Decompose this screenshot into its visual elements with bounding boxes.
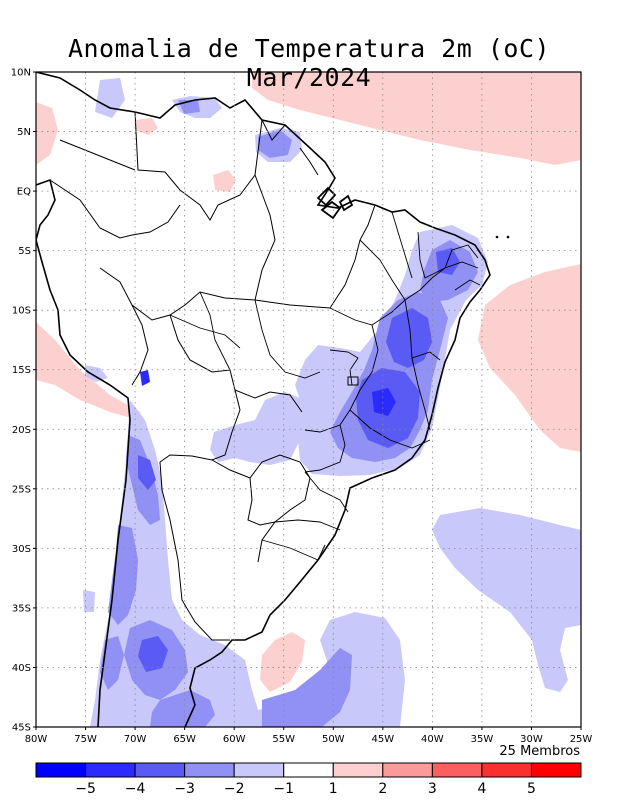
federal-district: [347, 376, 359, 386]
legend-bin: [332, 762, 384, 778]
lon-tick-label: 70W: [124, 734, 147, 745]
map-title: Anomalia de Temperatura 2m (oC) Mar/2024: [67, 34, 551, 92]
cool-anomaly-south-atlantic-east: [432, 508, 581, 692]
legend-bin: [85, 762, 136, 778]
lat-tick-label: 5S: [18, 246, 31, 257]
legend-bin: [184, 762, 235, 778]
legend-bin: [283, 762, 334, 778]
legend-bin: [35, 762, 87, 778]
legend-bin: [530, 762, 582, 778]
gridlines: [36, 72, 581, 727]
latitude-axis: 10N 5N EQ 5S 10S 15S 20S 25S 30S 35S 40S 45S: [11, 68, 36, 734]
lon-tick-label: 50W: [322, 734, 345, 745]
warm-anomaly-north-pacific: [36, 102, 58, 165]
lat-tick-label: 10S: [12, 306, 31, 317]
longitude-axis: 80W 75W 70W 65W 60W 55W 50W 45W 40W 35W 30W 25W: [25, 727, 593, 745]
cool-anomaly-midwest: [210, 392, 310, 465]
lat-tick-label: 5N: [17, 127, 31, 138]
warm-anomaly-south-atlantic: [478, 264, 581, 452]
legend-tick-label: −3: [174, 781, 195, 797]
lon-tick-label: 65W: [173, 734, 196, 745]
map-fields: [36, 72, 581, 727]
legend-tick-label: 2: [378, 781, 387, 797]
country-borders: [49, 111, 376, 641]
lon-tick-label: 60W: [223, 734, 246, 745]
map-frame: [35, 71, 582, 728]
legend-tick-label: 1: [329, 781, 338, 797]
legend-tick-label: −4: [125, 781, 146, 797]
legend-bin: [431, 762, 483, 778]
legend-bin: [382, 762, 433, 778]
warm-anomaly-north-atlantic: [252, 72, 581, 165]
coastline: [36, 72, 491, 727]
lon-tick-label: 30W: [520, 734, 543, 745]
lon-tick-label: 35W: [471, 734, 494, 745]
lat-tick-label: 35S: [12, 603, 31, 614]
lon-tick-label: 25W: [570, 734, 593, 745]
lat-tick-label: 20S: [12, 425, 31, 436]
members-label: 25 Membros: [499, 744, 580, 759]
lon-tick-label: 45W: [372, 734, 395, 745]
lat-tick-label: 30S: [12, 544, 31, 555]
legend-tick-label: −2: [224, 781, 245, 797]
amazon-delta: [316, 186, 354, 220]
warm-anomaly-south-offshore: [260, 632, 305, 692]
legend-tick-label: 4: [477, 781, 486, 797]
legend-bin: [134, 762, 186, 778]
legend-tick-label: 3: [428, 781, 437, 797]
lat-tick-label: 10N: [11, 68, 31, 79]
lat-tick-label: 15S: [12, 365, 31, 376]
state-borders: [169, 211, 481, 561]
lon-tick-label: 55W: [272, 734, 295, 745]
lat-tick-label: 45S: [12, 723, 31, 734]
lat-tick-label: EQ: [17, 187, 31, 198]
lon-tick-label: 80W: [25, 734, 48, 745]
legend-tick-label: −1: [273, 781, 294, 797]
lat-tick-label: 40S: [12, 663, 31, 674]
legend-bin: [481, 762, 532, 778]
legend-tick-label: −5: [75, 781, 96, 797]
legend-bin: [233, 762, 285, 778]
lat-tick-label: 25S: [12, 484, 31, 495]
lon-tick-label: 40W: [421, 734, 444, 745]
lon-tick-label: 75W: [74, 734, 97, 745]
legend-tick-label: 5: [527, 781, 536, 797]
legend-colorbar: −5 −4 −3 −2 −1 1 2 3 4 5: [35, 762, 582, 797]
